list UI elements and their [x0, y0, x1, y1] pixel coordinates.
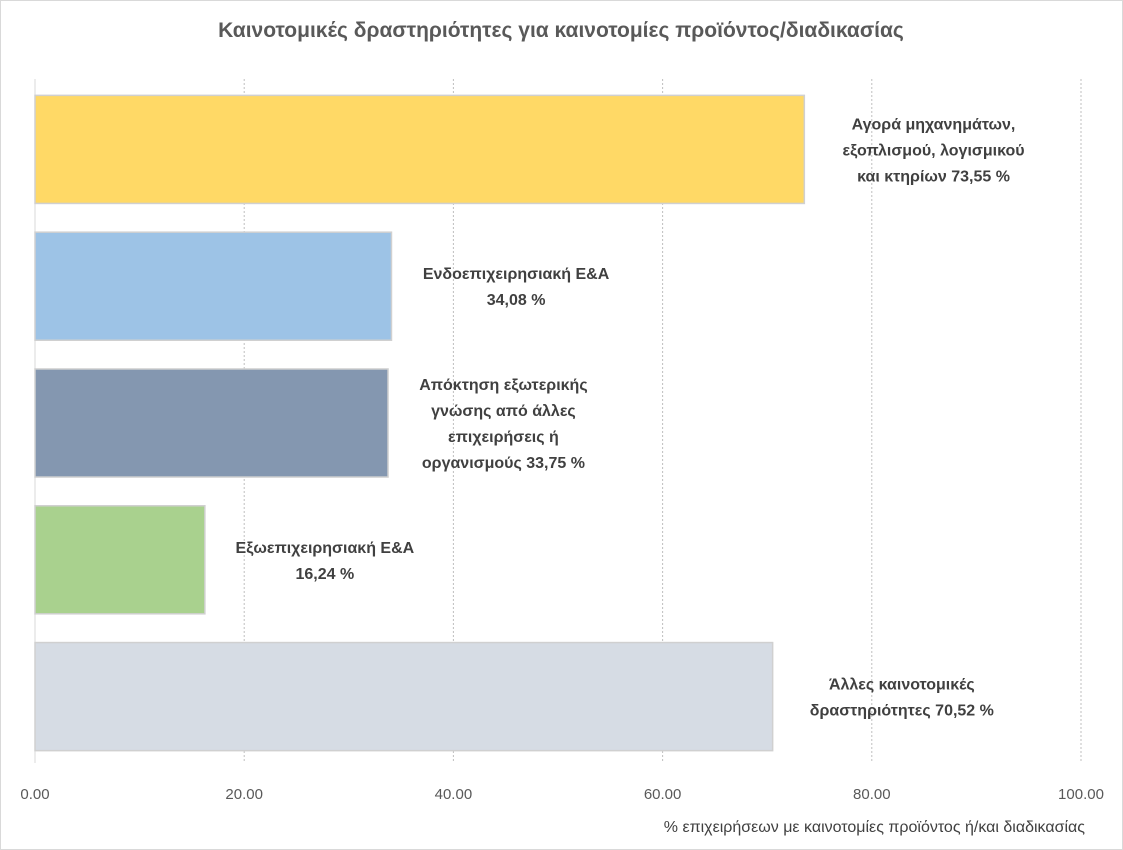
- data-label-line: οργανισμούς 33,75 %: [422, 455, 585, 472]
- data-label-line: 34,08 %: [487, 292, 546, 309]
- data-label-line: γνώσης από άλλες: [431, 403, 576, 420]
- data-label: Αγορά μηχανημάτων, εξοπλισμού, λογισμικού…: [843, 116, 1025, 185]
- data-label-line: Εξωεπιχειρησιακή Ε&Α: [236, 540, 415, 557]
- bar: [34, 94, 806, 205]
- data-label-line: δραστηριότητες 70,52 %: [810, 703, 994, 720]
- data-labels: Αγορά μηχανημάτων, εξοπλισμού, λογισμικού…: [236, 116, 1025, 719]
- data-label-line: εξοπλισμού, λογισμικού: [843, 142, 1025, 159]
- bar: [34, 505, 206, 615]
- data-label-line: Ενδοεπιχειρησιακή Ε&Α: [423, 266, 610, 283]
- data-label: Απόκτηση εξωτερικής γνώσης από άλλες επιχε…: [419, 377, 587, 472]
- x-tick-label: 60.00: [644, 786, 682, 803]
- data-label-line: Απόκτηση εξωτερικής: [419, 377, 587, 394]
- data-label-line: 16,24 %: [296, 566, 355, 583]
- x-axis-label: % επιχειρήσεων με καινοτομίες προϊόντος …: [664, 819, 1086, 836]
- data-label: Ενδοεπιχειρησιακή Ε&Α 34,08 %: [423, 266, 610, 309]
- x-tick-label: 20.00: [225, 786, 263, 803]
- data-label-line: Αγορά μηχανημάτων,: [852, 116, 1016, 133]
- x-tick-label: 100.00: [1058, 786, 1104, 803]
- x-tick-label: 0.00: [20, 786, 49, 803]
- bar: [34, 231, 393, 341]
- bar: [34, 641, 774, 752]
- data-label-line: επιχειρήσεις ή: [448, 429, 559, 446]
- data-label: Εξωεπιχειρησιακή Ε&Α 16,24 %: [236, 540, 415, 583]
- bar: [34, 368, 389, 478]
- data-label-line: και κτηρίων 73,55 %: [857, 168, 1010, 185]
- x-tick-label: 80.00: [853, 786, 891, 803]
- bars: [34, 94, 806, 752]
- data-label-line: Άλλες καινοτομικές: [829, 677, 975, 694]
- x-axis-ticks: 0.00 20.00 40.00 60.00 80.00 100.00: [20, 786, 1104, 803]
- chart-title: Καινοτομικές δραστηριότητες για καινοτομ…: [218, 19, 904, 42]
- data-label: Άλλες καινοτομικές δραστηριότητες 70,52 %: [810, 677, 994, 720]
- x-tick-label: 40.00: [435, 786, 473, 803]
